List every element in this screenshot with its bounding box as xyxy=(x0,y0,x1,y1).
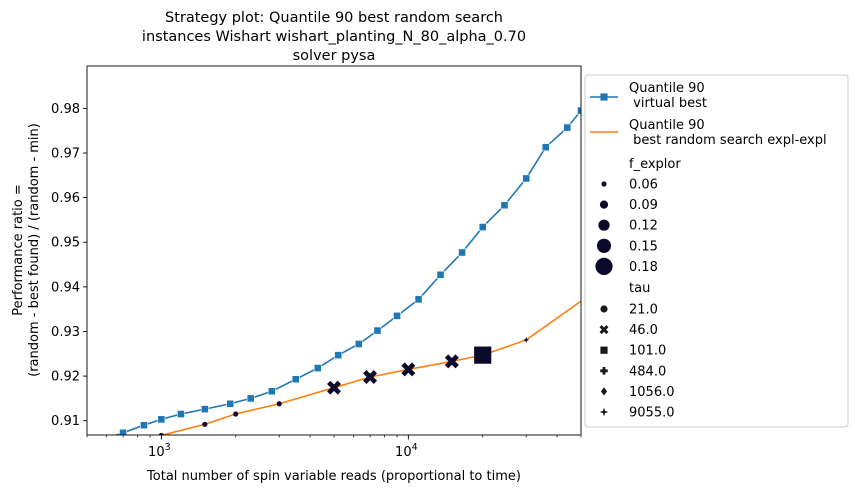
x-axis-label: Total number of spin variable reads (pro… xyxy=(146,469,521,484)
strategy-marker xyxy=(202,421,208,427)
virtual-best-point xyxy=(119,428,127,435)
title-line: solver pysa xyxy=(293,48,376,64)
virtual-best-point xyxy=(522,174,531,183)
virtual-best-point xyxy=(436,270,445,279)
y-tick-label: 0.95 xyxy=(51,236,80,251)
y-tick-label: 0.97 xyxy=(51,147,80,162)
series-line xyxy=(114,110,581,435)
legend-section-title: tau xyxy=(629,281,650,296)
title-line: Strategy plot: Quantile 90 best random s… xyxy=(165,10,503,26)
virtual-best-point xyxy=(246,394,255,403)
virtual-best-point xyxy=(334,351,343,360)
virtual-best-point xyxy=(291,375,300,384)
legend-label: 0.12 xyxy=(629,219,658,234)
legend-shape-marker xyxy=(600,387,608,396)
virtual-best-point xyxy=(83,442,90,449)
y-tick-label: 0.96 xyxy=(51,191,80,206)
strategy-marker xyxy=(158,432,164,435)
data-markers xyxy=(83,106,581,449)
legend-label: 21.0 xyxy=(629,303,658,318)
y-label-line: (random - best found) / (random - min) xyxy=(27,123,42,377)
virtual-best-point xyxy=(226,399,235,408)
legend-label: 0.06 xyxy=(629,178,658,193)
y-label-rotated: Performance ratio = (random - best found)… xyxy=(11,123,42,377)
legend-size-marker xyxy=(599,200,609,209)
virtual-best-point xyxy=(541,143,550,152)
virtual-best-point xyxy=(267,387,276,396)
series-lines xyxy=(114,110,581,435)
chart-title: Strategy plot: Quantile 90 best random s… xyxy=(142,10,526,64)
virtual-best-point xyxy=(478,223,487,231)
y-tick-label: 0.98 xyxy=(51,102,80,117)
virtual-best-point xyxy=(500,201,509,210)
plot-frame xyxy=(86,65,582,436)
legend-label: Quantile 90 virtual best xyxy=(629,81,707,111)
strategy-marker xyxy=(233,411,239,417)
virtual-best-point xyxy=(200,405,209,414)
legend-size-marker xyxy=(596,238,612,253)
legend-size-marker xyxy=(595,257,613,275)
strategy-marker xyxy=(363,370,378,384)
virtual-best-point xyxy=(414,295,423,304)
virtual-best-point xyxy=(577,106,581,115)
y-tick-label: 0.91 xyxy=(51,414,80,429)
y-tick-label: 0.94 xyxy=(51,280,80,295)
legend-shape-marker xyxy=(599,325,609,335)
y-tick-label: 0.93 xyxy=(51,325,80,340)
legend-shape-marker xyxy=(600,305,608,313)
legend-section-title: f_explor xyxy=(629,157,681,172)
title-line: instances Wishart wishart_planting_N_80_… xyxy=(142,29,526,45)
x-tick-exponent: 4 xyxy=(412,442,418,453)
legend-square-marker xyxy=(600,93,608,101)
strategy-marker xyxy=(444,354,459,369)
virtual-best-point xyxy=(563,123,572,132)
legend-label: 101.0 xyxy=(629,344,666,359)
x-tick-base: 10 xyxy=(148,445,165,460)
legend-size-marker xyxy=(598,219,610,231)
legend-label: 0.09 xyxy=(629,198,658,213)
y-label-line: Performance ratio = xyxy=(11,184,26,316)
virtual-best-point xyxy=(373,326,382,335)
legend-shape-marker xyxy=(600,346,608,354)
legend-label: 9055.0 xyxy=(629,406,675,421)
strategy-marker xyxy=(523,336,530,344)
legend: Quantile 90 virtual best Quantile 90 best… xyxy=(584,74,849,428)
legend-label: 0.15 xyxy=(629,239,658,254)
legend-label: Quantile 90 best random search expl-expl xyxy=(629,118,827,148)
strategy-marker xyxy=(327,380,341,395)
virtual-best-point xyxy=(313,364,322,372)
x-tick-base: 10 xyxy=(395,445,412,460)
legend-label: 0.18 xyxy=(629,260,658,275)
legend-label: 1056.0 xyxy=(629,385,675,400)
legend-size-marker xyxy=(601,181,607,187)
strategy-marker xyxy=(401,362,416,377)
strategy-marker xyxy=(276,401,282,407)
x-tick-exponent: 3 xyxy=(165,442,171,453)
legend-shape-marker xyxy=(599,407,609,417)
y-tick-label: 0.92 xyxy=(51,370,80,385)
virtual-best-point xyxy=(458,248,466,257)
series-line xyxy=(161,300,581,435)
virtual-best-point xyxy=(354,340,363,348)
legend-label: 46.0 xyxy=(629,323,658,338)
virtual-best-point xyxy=(157,415,166,424)
x-tick-label: 103 xyxy=(148,442,171,460)
strategy-marker xyxy=(474,346,492,364)
y-axis-label: Performance ratio = (random - best found)… xyxy=(11,123,42,377)
x-tick-label: 104 xyxy=(395,442,418,460)
legend-box xyxy=(584,74,849,428)
virtual-best-point xyxy=(140,421,148,430)
legend-label: 484.0 xyxy=(629,364,666,379)
legend-shape-marker xyxy=(600,367,608,375)
virtual-best-point xyxy=(393,311,401,320)
virtual-best-point xyxy=(177,410,185,418)
